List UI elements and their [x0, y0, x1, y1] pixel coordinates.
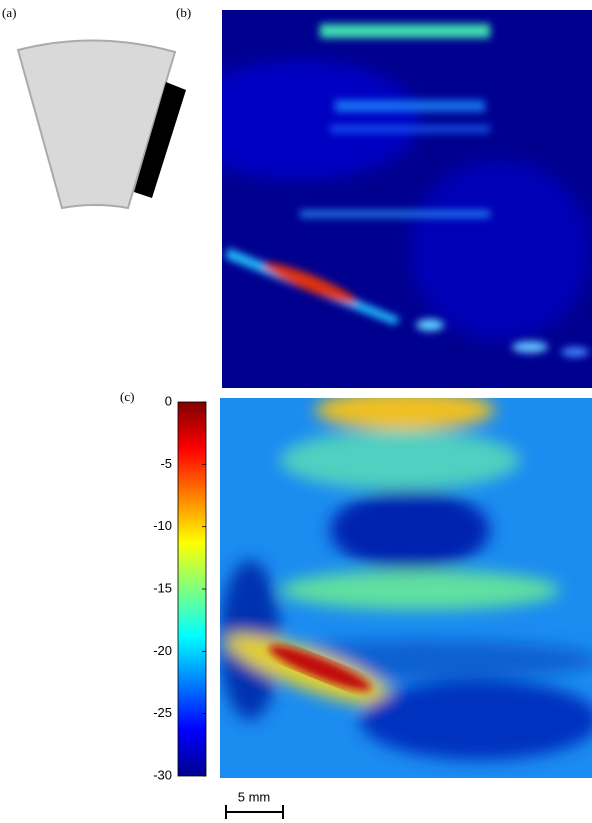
colorbar-tick-label: -10 — [153, 518, 172, 533]
panel-label: (a) — [2, 5, 16, 20]
colorbar — [177, 401, 207, 777]
panel-label: (b) — [176, 5, 191, 20]
image-c — [220, 398, 592, 778]
scale-bar-label: 5 mm — [238, 789, 271, 804]
colorbar-tick-label: -30 — [153, 767, 172, 782]
image-b — [222, 10, 592, 388]
colorbar-tick-label: -5 — [160, 456, 172, 471]
colorbar-tick-label: 0 — [165, 393, 172, 408]
sector-sketch — [16, 39, 186, 210]
scale-bar — [225, 805, 284, 819]
colorbar-tick-label: -15 — [153, 580, 172, 595]
colorbar-tick-label: -20 — [153, 643, 172, 658]
panel-label: (c) — [120, 389, 134, 404]
colorbar-tick-label: -25 — [153, 705, 172, 720]
